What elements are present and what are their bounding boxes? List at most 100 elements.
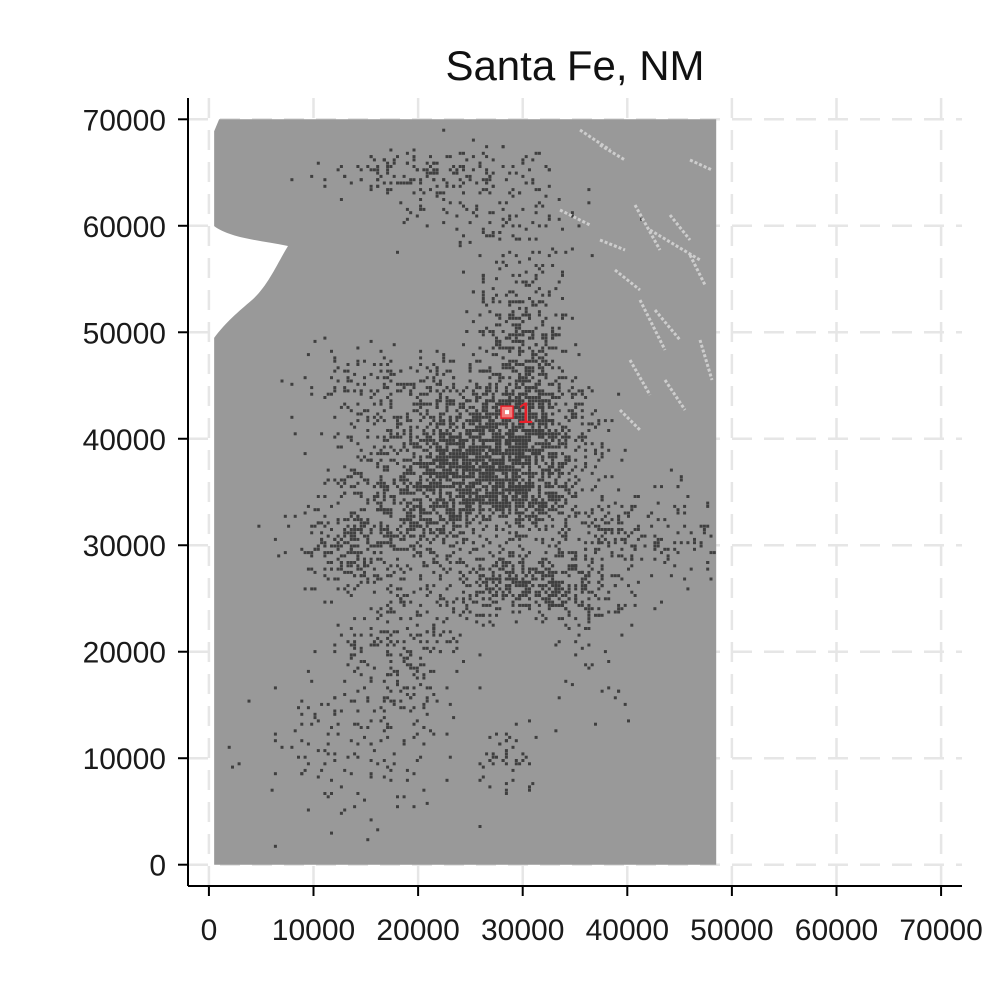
light-cells [559,128,714,432]
developed-cell [478,488,482,492]
developed-cell [455,455,459,459]
developed-cell [501,498,505,502]
developed-cell [323,541,327,545]
developed-cell [537,349,541,353]
developed-cell [551,412,555,416]
developed-cell [580,577,584,581]
developed-cell [561,534,564,538]
developed-cell [501,465,505,469]
developed-cell [366,458,370,462]
developed-cell [498,442,502,446]
developed-cell [468,405,472,409]
developed-cell [547,402,551,406]
developed-cell [485,438,489,442]
developed-cell [359,650,363,654]
developed-cell [514,534,518,538]
developed-cell [488,590,492,594]
developed-cell [429,551,432,555]
developed-cell [465,429,469,432]
developed-cell [594,613,597,617]
developed-cell [511,488,515,492]
developed-cell [435,372,439,376]
developed-cell [481,432,485,436]
developed-cell [511,567,515,571]
developed-cell [376,501,380,505]
developed-cell [389,508,393,512]
developed-cell [501,557,505,561]
developed-cell [419,683,423,687]
developed-cell [376,557,380,561]
developed-cell [508,363,512,366]
developed-cell [547,452,551,456]
developed-cell [508,300,512,304]
developed-cell [537,313,541,317]
developed-cell [511,462,515,465]
developed-cell [537,501,541,505]
developed-cell [501,471,505,475]
developed-cell [376,465,380,469]
developed-cell [386,528,390,531]
developed-cell [551,264,555,267]
developed-cell [481,528,485,531]
developed-cell [554,432,558,436]
developed-cell [617,514,621,518]
developed-cell [306,353,310,357]
developed-cell [349,699,353,703]
developed-cell [597,587,601,591]
developed-cell [392,669,396,673]
developed-cell [330,778,333,782]
developed-cell [306,669,310,673]
developed-cell [346,564,350,568]
developed-cell [372,590,376,594]
developed-cell [359,178,363,182]
developed-cell [399,617,403,621]
developed-cell [498,468,502,472]
developed-cell [452,481,456,485]
developed-cell [547,594,551,597]
developed-cell [462,468,465,472]
developed-cell [567,488,571,492]
developed-cell [425,392,429,396]
developed-cell [442,498,446,502]
developed-cell [481,597,485,601]
developed-cell [547,544,551,548]
developed-cell [353,485,357,489]
developed-cell [485,752,489,756]
developed-cell [594,409,597,413]
developed-cell [435,184,439,188]
developed-cell [445,396,449,399]
developed-cell [425,455,429,459]
developed-cell [455,448,459,452]
developed-cell [584,465,588,469]
developed-cell [313,339,317,343]
developed-cell [478,396,482,399]
developed-cell [580,584,584,588]
developed-cell [488,603,492,607]
developed-cell [551,333,555,337]
developed-cell [448,567,452,571]
developed-cell [356,792,360,795]
developed-cell [363,557,366,561]
developed-cell [343,528,347,531]
developed-cell [455,462,459,465]
developed-cell [455,227,459,231]
developed-cell [386,696,390,700]
developed-cell [379,504,383,508]
developed-cell [488,735,492,739]
developed-cell [534,396,538,399]
developed-cell [564,442,568,446]
developed-cell [597,458,601,462]
developed-cell [514,498,518,502]
developed-cell [541,501,545,505]
developed-cell [554,729,558,733]
developed-cell [432,171,436,175]
developed-cell [438,392,442,396]
developed-cell [379,739,383,743]
developed-cell [359,646,363,650]
developed-cell [372,422,376,426]
developed-cell [396,425,399,429]
developed-cell [386,534,390,538]
developed-cell [429,386,432,390]
developed-cell [478,465,482,469]
developed-cell [356,742,360,746]
